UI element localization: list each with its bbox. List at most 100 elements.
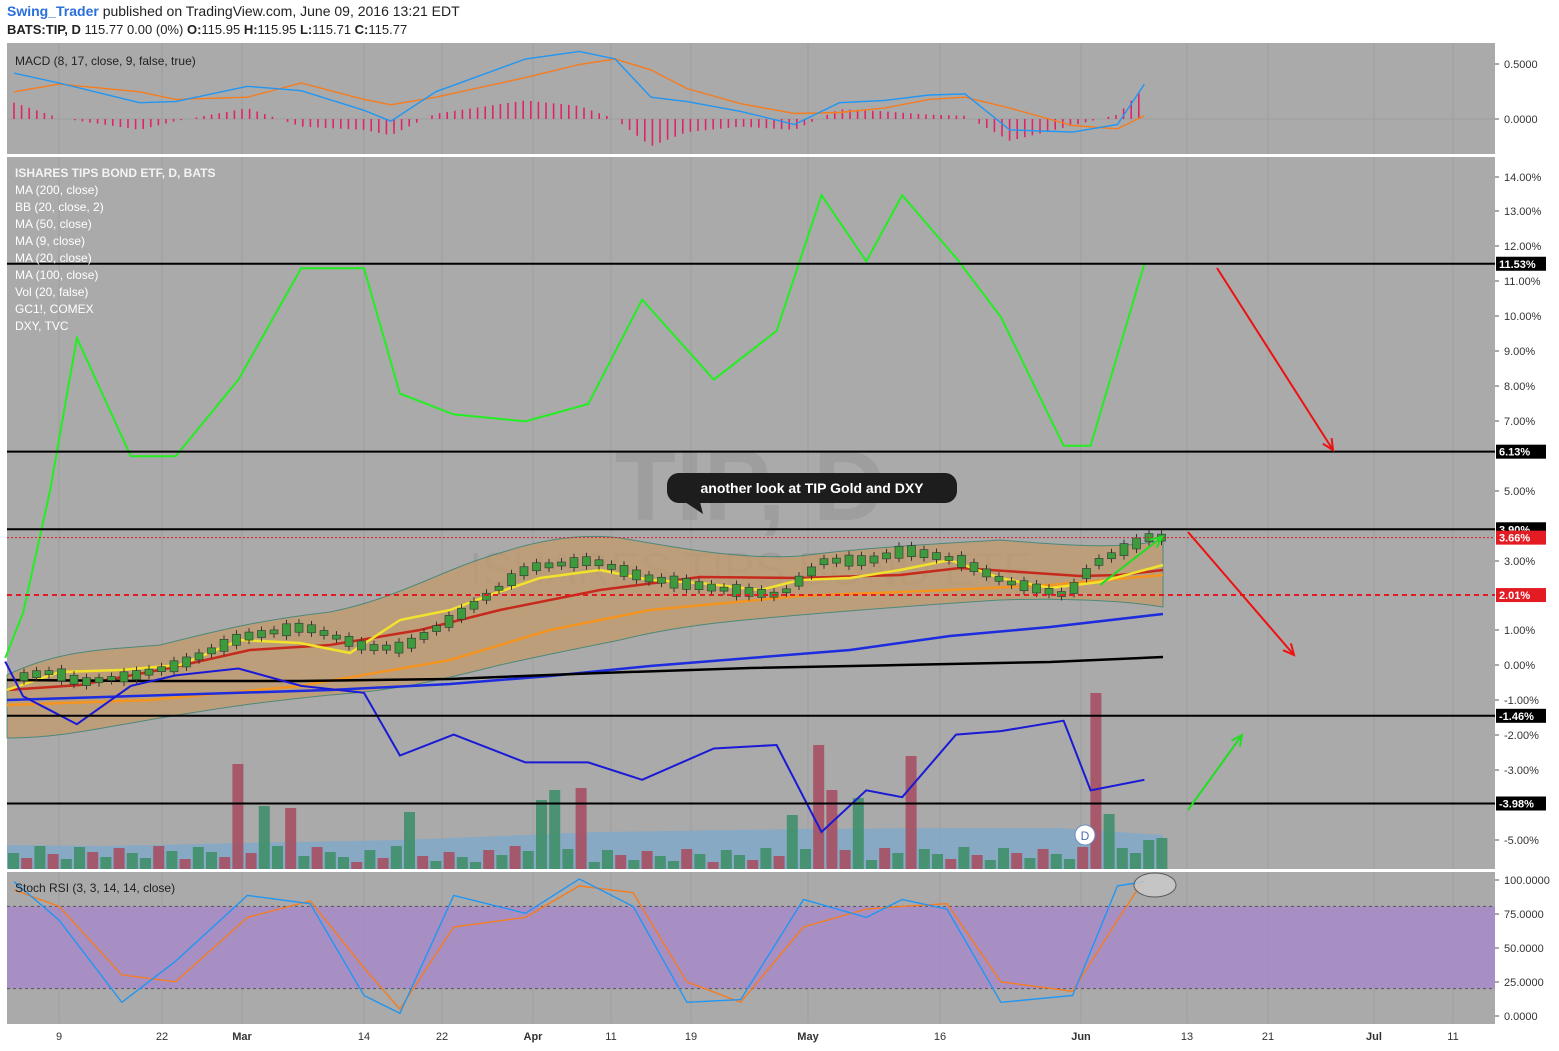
volume-bar [74, 847, 85, 869]
volume-bar [351, 862, 363, 869]
volume-bar [417, 856, 429, 869]
quote-change: 115.77 0.00 (0%) [84, 22, 184, 37]
price-tag-label: 3.66% [1499, 533, 1530, 545]
volume-bar [232, 764, 244, 869]
price-candle [594, 559, 604, 567]
volume-bar [1103, 814, 1115, 869]
volume-bar [760, 848, 772, 869]
price-tag [1496, 256, 1546, 271]
main-axis-label: -1.00% [1504, 695, 1539, 707]
annotation-bubble [667, 473, 957, 503]
price-candle [932, 552, 941, 560]
price-candle [257, 630, 266, 638]
high-value: 115.95 [257, 22, 297, 37]
volume-bar [971, 855, 983, 869]
main-axis-label: -2.00% [1504, 730, 1539, 742]
volume-bar [1077, 847, 1089, 869]
price-tag [1496, 444, 1546, 459]
price-candle [119, 671, 129, 683]
price-candle [182, 656, 191, 668]
price-candle [957, 554, 966, 568]
price-candle [707, 583, 716, 592]
green-arrow [1187, 734, 1243, 811]
legend-item: MA (20, close) [15, 251, 92, 265]
volume-bar [866, 860, 877, 869]
price-candle [982, 568, 991, 578]
volume-bar [984, 860, 996, 869]
price-candle [432, 625, 441, 632]
legend-item: Vol (20, false) [15, 285, 88, 299]
price-candle [644, 574, 654, 583]
volume-bar [87, 852, 99, 869]
volume-bar [536, 800, 547, 869]
price-candle [232, 633, 241, 646]
annotation-text: another look at TIP Gold and DXY [701, 480, 925, 496]
price-candle [282, 623, 291, 637]
price-candle [619, 565, 629, 577]
volume-bar [21, 858, 33, 869]
volume-bar [602, 850, 613, 869]
legend-item: BB (20, close, 2) [15, 200, 104, 214]
volume-bar [509, 846, 521, 869]
volume-bar [258, 806, 270, 869]
volume-bar [272, 846, 283, 869]
volume-bar [166, 851, 178, 869]
ma100-line [6, 612, 1164, 702]
price-candle [819, 558, 829, 566]
volume-bar [338, 857, 349, 869]
volume-bar [654, 856, 666, 869]
stoch-d-line [13, 878, 1145, 1011]
price-candle [744, 587, 754, 597]
green-arrow-head [1150, 535, 1164, 549]
price-candle [307, 624, 316, 634]
time-axis-label: 14 [358, 1031, 370, 1043]
price-candle [894, 545, 904, 559]
volume-bar [958, 847, 970, 869]
author-link[interactable]: Swing_Trader [7, 3, 99, 19]
price-candle [357, 640, 366, 651]
time-axis-label: 13 [1181, 1031, 1193, 1043]
legend-item: MA (50, close) [15, 217, 92, 231]
price-candle [1094, 558, 1104, 566]
volume-bar [219, 857, 231, 869]
legend-item: ISHARES TIPS BOND ETF, D, BATS [15, 166, 215, 180]
chart-canvas[interactable]: MACD (8, 17, close, 9, false, true) 0.500… [0, 42, 1559, 1051]
main-axis-label: 10.00% [1504, 311, 1542, 323]
volume-bar [905, 756, 917, 869]
chart-header: Swing_Trader published on TradingView.co… [0, 0, 1559, 42]
main-axis-label: 1.00% [1504, 625, 1535, 637]
gold-line [4, 192, 1146, 659]
main-axis-label: 9.00% [1504, 346, 1535, 358]
volume-bar [483, 850, 495, 869]
volume-bar [470, 862, 481, 869]
price-candle [194, 652, 204, 661]
volume-bar [562, 849, 574, 869]
price-candle [107, 676, 116, 681]
volume-bar [852, 798, 864, 869]
volume-bar [628, 860, 640, 869]
volume-bar [206, 852, 217, 869]
volume-bar [1037, 849, 1049, 869]
volume-bar [298, 856, 310, 869]
macd-panel [7, 43, 1495, 154]
volume-bar [113, 848, 125, 869]
price-candle [557, 561, 566, 567]
price-tag [1496, 708, 1546, 723]
volume-bar [615, 855, 627, 869]
volume-bar [786, 815, 798, 869]
price-candle [69, 674, 79, 685]
price-candle [32, 670, 41, 679]
symbol-label: BATS:TIP, D [7, 22, 81, 37]
volume-bar [60, 859, 72, 869]
volume-bar [879, 848, 891, 869]
price-candle [882, 552, 891, 560]
main-axis-label: 8.00% [1504, 381, 1535, 393]
price-candle [1069, 582, 1079, 594]
price-candle [244, 631, 254, 641]
stoch-axis-label: 100.0000 [1504, 875, 1550, 887]
price-candle [394, 641, 404, 654]
price-tag [1496, 796, 1546, 811]
volume-bar [179, 859, 191, 869]
volume-bar [998, 848, 1009, 869]
volume-bar [47, 854, 59, 869]
